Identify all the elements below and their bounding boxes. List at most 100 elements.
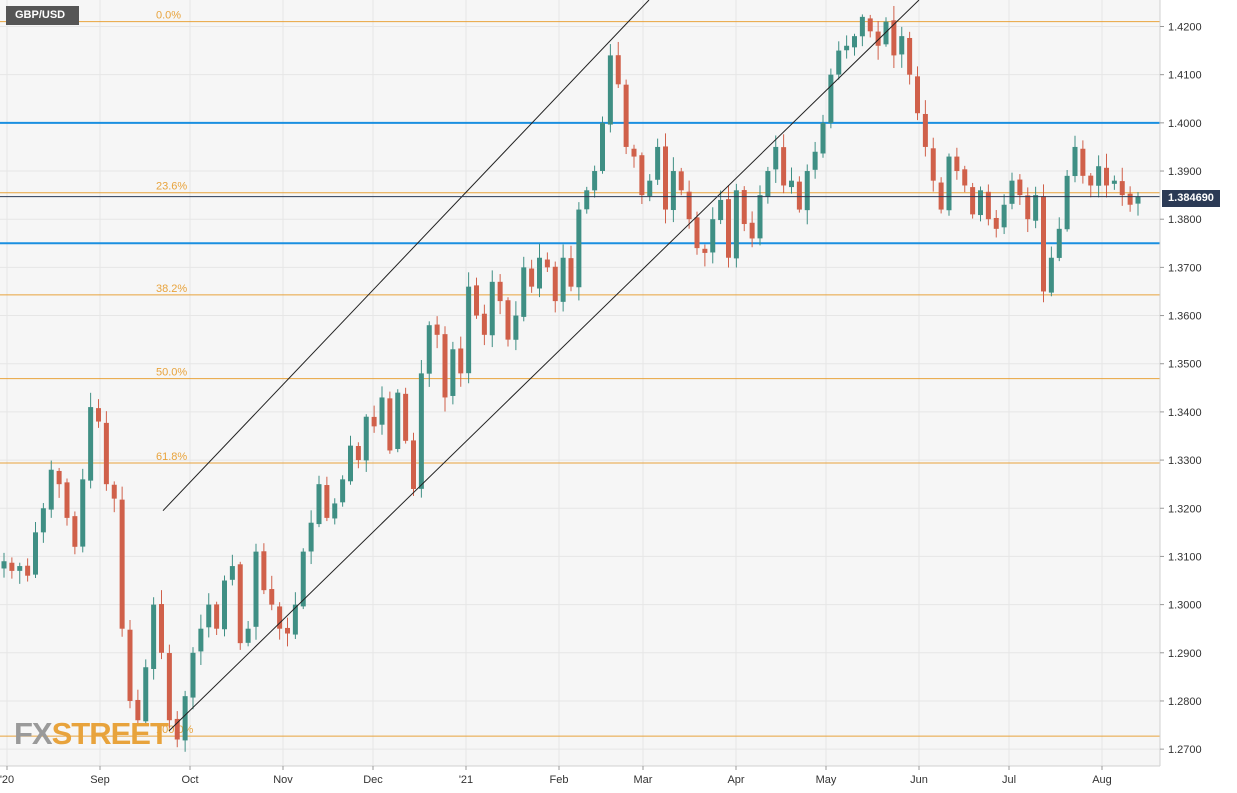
candle-body-up <box>946 156 952 211</box>
candle-body-down <box>387 398 393 451</box>
candle-body-up <box>1064 175 1070 230</box>
candle-body-down <box>411 440 416 489</box>
candle-body-up <box>143 667 149 722</box>
candle-body-up <box>789 180 794 188</box>
candle-body-down <box>1080 148 1086 176</box>
candle-body-up <box>655 146 661 180</box>
candle-body-down <box>631 148 637 157</box>
candle-body-down <box>72 516 78 547</box>
price-axis[interactable]: 1.2700 1.2800 1.2900 1.3000 1.3100 1.3200 1.33… <box>1160 21 1202 756</box>
candle-body-down <box>159 604 164 653</box>
y-tick-label: 1.2900 <box>1168 648 1202 660</box>
candle-body-down <box>875 31 881 46</box>
candle-body-down <box>285 627 290 634</box>
candle-body-up <box>395 392 401 449</box>
y-tick-label: 1.3800 <box>1168 214 1202 226</box>
candle-body-up <box>844 45 850 51</box>
x-tick-label: Oct <box>181 774 198 786</box>
candle-body-down <box>702 248 708 253</box>
candle-body-down <box>907 37 913 75</box>
candle-body-up <box>670 171 676 211</box>
candle-body-down <box>56 470 62 485</box>
candle-body-down <box>615 55 621 85</box>
candle-body-down <box>9 562 15 571</box>
candle-body-up <box>537 257 542 289</box>
candle-body-up <box>88 407 94 481</box>
y-tick-label: 1.4000 <box>1168 118 1202 130</box>
candle-body-up <box>804 171 810 211</box>
y-tick-label: 1.3100 <box>1168 551 1202 563</box>
candle-body-down <box>749 222 755 239</box>
candle-body-up <box>1111 180 1117 184</box>
candle-body-down <box>1104 167 1109 186</box>
candle-body-down <box>214 604 220 629</box>
candle-body-down <box>324 485 330 518</box>
y-tick-label: 1.3400 <box>1168 407 1202 419</box>
candle-body-up <box>584 190 590 210</box>
candle-body-up <box>418 373 424 489</box>
candle-body-up <box>348 445 353 482</box>
candle-body-up <box>340 479 346 503</box>
logo-street-text: STREET <box>51 716 169 751</box>
candle-body-down <box>694 217 700 249</box>
y-tick-label: 1.3900 <box>1168 166 1202 178</box>
candle-body-down <box>497 281 503 302</box>
candle-body-down <box>135 699 141 721</box>
candle-body-up <box>836 50 842 75</box>
logo-fx-text: FX <box>14 716 53 751</box>
candle-body-down <box>355 446 361 461</box>
candle-body-down <box>481 313 487 335</box>
candle-body-down <box>403 393 409 441</box>
candle-body-up <box>292 604 298 635</box>
candle-body-up <box>852 36 857 48</box>
candle-body-up <box>426 325 432 374</box>
channel-lines <box>162 0 920 732</box>
candle-body-up <box>80 479 86 547</box>
y-tick-label: 1.4200 <box>1168 21 1202 33</box>
candle-body-down <box>970 187 976 215</box>
candle-body-down <box>442 334 448 398</box>
candle-body-up <box>978 190 983 216</box>
candle-body-up <box>600 122 605 171</box>
candle-body-down <box>1088 175 1094 186</box>
fib-level-label: 50.0% <box>156 367 187 379</box>
y-tick-label: 1.3700 <box>1168 262 1202 274</box>
candle-body-up <box>363 416 369 461</box>
x-tick-label: Dec <box>363 774 383 786</box>
candle-body-up <box>466 286 472 374</box>
x-tick-label: Jun <box>910 774 928 786</box>
symbol-badge: GBP/USD <box>6 6 80 25</box>
candle-body-up <box>1048 257 1054 293</box>
time-axis[interactable]: '20 Sep Oct Nov Dec '21 Feb Mar Apr May Jun Jul Aug <box>0 766 1112 786</box>
x-tick-label: Feb <box>550 774 569 786</box>
candle-body-down <box>96 408 101 422</box>
x-tick-label: '20 <box>0 774 14 786</box>
candle-body-up <box>489 281 495 336</box>
candle-body-down <box>726 199 731 258</box>
candle-body-down <box>663 146 668 210</box>
candle-body-down <box>938 182 944 210</box>
candle-body-down <box>954 156 960 172</box>
candle-body-up <box>828 74 834 123</box>
candle-body-down <box>1025 195 1031 220</box>
x-tick-label: Sep <box>90 774 110 786</box>
y-tick-label: 1.3200 <box>1168 503 1202 515</box>
candle-body-down <box>867 18 873 32</box>
candle-body-up <box>710 219 716 253</box>
candle-body-up <box>198 628 204 652</box>
candle-body-up <box>1033 195 1039 221</box>
candle-body-down <box>166 653 172 721</box>
candles <box>1 5 1141 752</box>
candle-body-down <box>544 259 550 268</box>
candle-body-up <box>1072 146 1078 177</box>
candle-body-up <box>316 484 322 525</box>
y-tick-label: 1.2700 <box>1168 744 1202 756</box>
candle-body-up <box>182 696 188 741</box>
y-tick-label: 1.3300 <box>1168 455 1202 467</box>
fib-level-label: 23.6% <box>156 181 187 193</box>
candle-body-down <box>1017 179 1023 196</box>
candle-body-down <box>686 191 692 220</box>
candle-body-up <box>1135 196 1141 204</box>
candle-body-down <box>741 190 747 225</box>
